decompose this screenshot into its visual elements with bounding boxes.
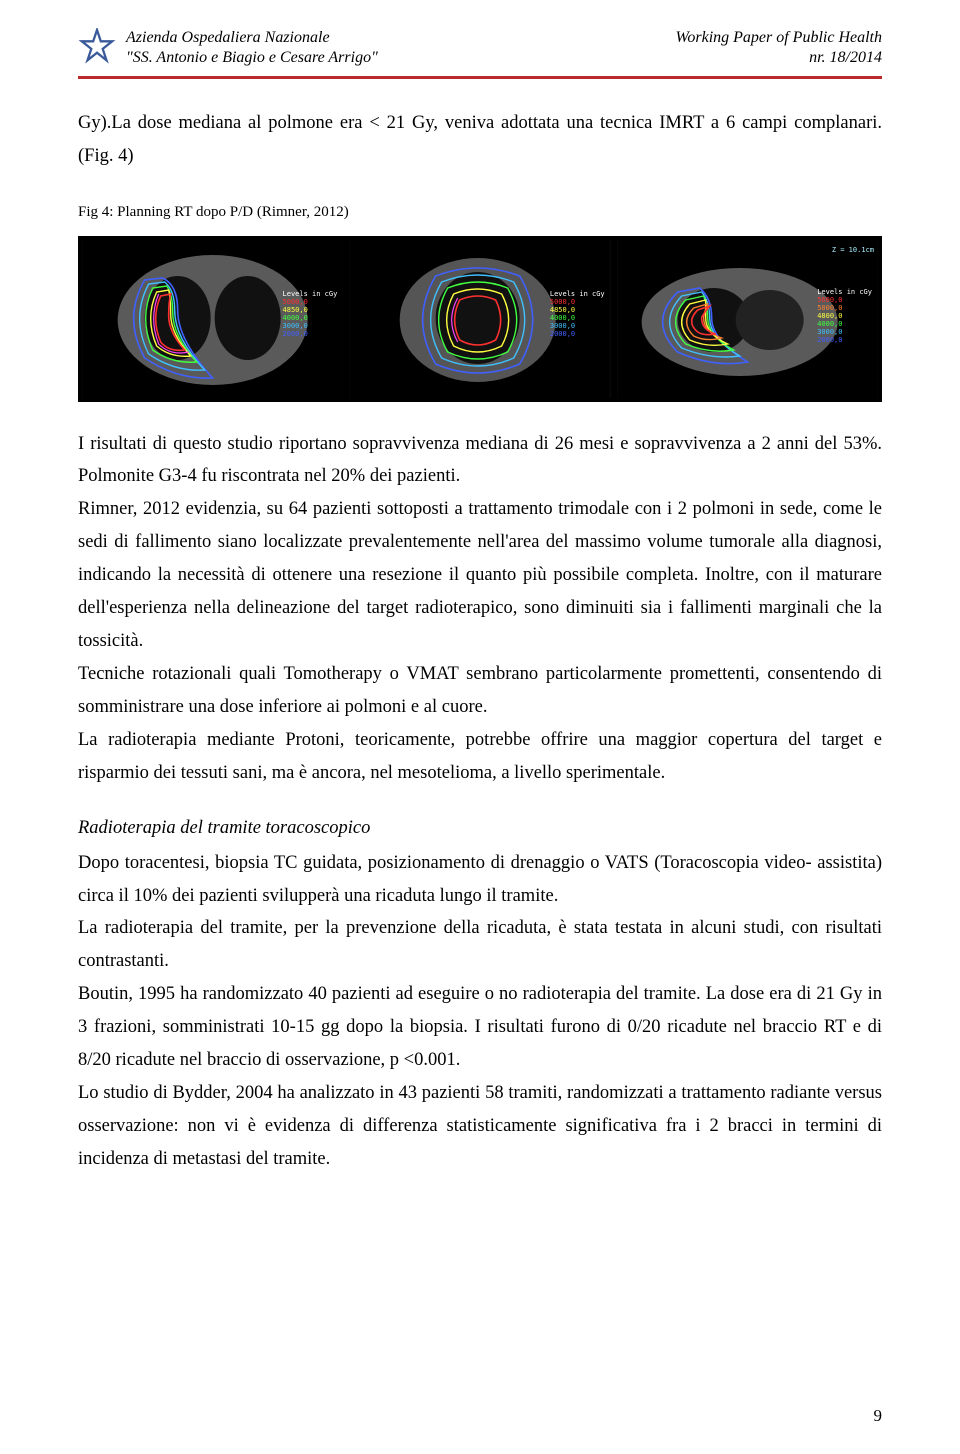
header-right-line2: nr. 18/2014 — [676, 48, 883, 68]
paragraph: I risultati di questo studio riportano s… — [78, 428, 882, 494]
legend-level: 2000,0 — [817, 336, 872, 344]
dose-legend-2: Levels in cGy 5000,0 4850,0 4000,0 3000,… — [550, 290, 605, 338]
header-org: Azienda Ospedaliera Nazionale "SS. Anton… — [126, 28, 378, 68]
header-org-line1: Azienda Ospedaliera Nazionale — [126, 28, 378, 48]
body-content: Gy).La dose mediana al polmone era < 21 … — [78, 107, 882, 1176]
paragraph: Tecniche rotazionali quali Tomotherapy o… — [78, 658, 882, 724]
page-header: Azienda Ospedaliera Nazionale "SS. Anton… — [78, 28, 882, 74]
paragraph: La radioterapia mediante Protoni, teoric… — [78, 724, 882, 790]
figure-caption: Fig 4: Planning RT dopo P/D (Rimner, 201… — [78, 199, 882, 226]
header-left: Azienda Ospedaliera Nazionale "SS. Anton… — [78, 28, 378, 68]
legend-level: 4000,0 — [550, 314, 605, 322]
intro-paragraph: Gy).La dose mediana al polmone era < 21 … — [78, 107, 882, 173]
paragraph: La radioterapia del tramite, per la prev… — [78, 912, 882, 978]
legend-level: 3000,0 — [817, 328, 872, 336]
ct-scan-sagittal: Levels in cGy 5000,0 4850,0 4000,0 3000,… — [349, 240, 610, 398]
figure-row: Levels in cGy 5000,0 4850,0 4000,0 3000,… — [78, 236, 882, 402]
legend-level: 5000,0 — [283, 298, 338, 306]
ct-scan-coronal: Levels in cGy 5000,0 4850,0 4000,0 3000,… — [82, 240, 343, 398]
dose-legend-1: Levels in cGy 5000,0 4850,0 4000,0 3000,… — [283, 290, 338, 338]
section-heading: Radioterapia del tramite toracoscopico — [78, 812, 882, 845]
dose-legend-3: Levels in cGy 5600,0 5000,0 4800,0 4000,… — [817, 288, 872, 344]
legend-level: 4850,0 — [550, 306, 605, 314]
header-divider — [78, 76, 882, 79]
header-right-line1: Working Paper of Public Health — [676, 28, 883, 48]
ct-scan-axial: Z = 10.1cm Levels in cGy 5600,0 5000,0 4… — [617, 240, 878, 398]
header-org-line2: "SS. Antonio e Biagio e Cesare Arrigo" — [126, 48, 378, 68]
paragraph: Lo studio di Bydder, 2004 ha analizzato … — [78, 1077, 882, 1176]
hospital-logo-icon — [78, 28, 116, 66]
paragraph: Dopo toracentesi, biopsia TC guidata, po… — [78, 847, 882, 913]
z-position: Z = 10.1cm — [832, 246, 874, 254]
legend-level: 2000,0 — [283, 330, 338, 338]
legend-level: 3000,0 — [550, 322, 605, 330]
paragraph: Rimner, 2012 evidenzia, su 64 pazienti s… — [78, 493, 882, 658]
legend-title: Levels in cGy — [283, 290, 338, 298]
paragraph: Boutin, 1995 ha randomizzato 40 pazienti… — [78, 978, 882, 1077]
legend-level: 2000,0 — [550, 330, 605, 338]
legend-level: 4000,0 — [817, 320, 872, 328]
legend-level: 5000,0 — [817, 304, 872, 312]
legend-level: 3000,0 — [283, 322, 338, 330]
header-right: Working Paper of Public Health nr. 18/20… — [676, 28, 883, 68]
legend-title: Levels in cGy — [817, 288, 872, 296]
legend-level: 5000,0 — [550, 298, 605, 306]
page-number: 9 — [874, 1406, 883, 1426]
legend-level: 4850,0 — [283, 306, 338, 314]
legend-level: 4000,0 — [283, 314, 338, 322]
legend-level: 5600,0 — [817, 296, 872, 304]
legend-level: 4800,0 — [817, 312, 872, 320]
legend-title: Levels in cGy — [550, 290, 605, 298]
